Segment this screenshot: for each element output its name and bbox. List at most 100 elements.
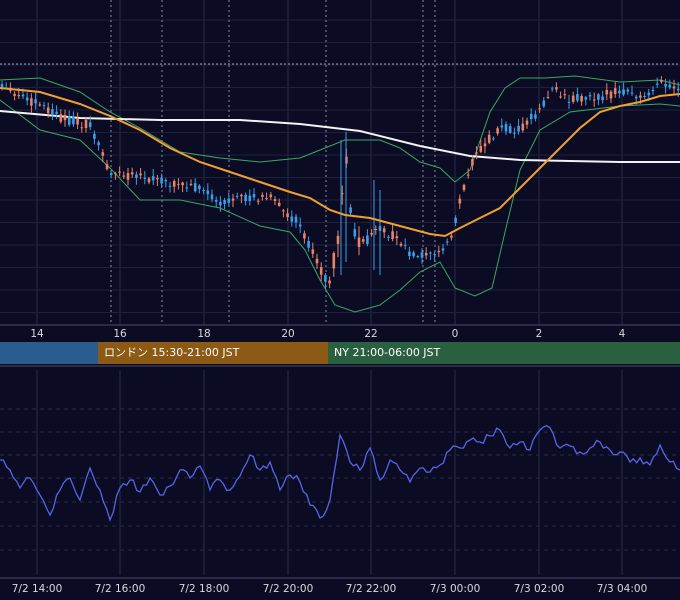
candle-body <box>534 114 537 119</box>
candle-body <box>93 133 96 139</box>
candle-body <box>210 194 214 200</box>
candle-body <box>235 195 239 197</box>
candle-body <box>151 176 155 181</box>
candle-body <box>118 171 121 173</box>
candle-body <box>408 251 411 256</box>
candle-body <box>433 253 436 255</box>
candle-body <box>311 249 315 254</box>
candle-body <box>655 83 659 85</box>
candle-body <box>571 95 575 102</box>
candle-body <box>227 198 231 203</box>
candle-body <box>395 236 399 239</box>
candle-body <box>542 100 546 107</box>
candle-body <box>126 173 130 180</box>
candle-body <box>630 92 634 94</box>
candle-body <box>458 198 462 204</box>
candle-body <box>185 187 189 189</box>
candle-body <box>651 89 655 92</box>
candle-body <box>462 184 466 191</box>
candle-body <box>605 89 609 95</box>
candle-body <box>538 108 541 110</box>
candle-body <box>80 127 84 129</box>
candle-body <box>160 177 163 184</box>
x-tick-label: 0 <box>451 328 459 340</box>
candle-body <box>454 217 457 223</box>
candle-body <box>21 94 25 97</box>
candle-body <box>332 253 336 269</box>
candle-body <box>109 173 113 176</box>
candle-body <box>357 237 361 247</box>
candle-body <box>580 95 583 102</box>
candle-body <box>601 96 604 101</box>
candle-body <box>559 96 562 98</box>
candle-body <box>399 243 403 246</box>
candle-body <box>76 118 79 125</box>
candle-body <box>177 183 180 185</box>
candle-body <box>647 92 651 96</box>
candle-body <box>353 229 357 237</box>
candle-body <box>294 216 298 223</box>
candle-body <box>122 175 126 177</box>
candle-body <box>513 132 516 134</box>
candle-body <box>219 201 222 206</box>
x-tick-label: 4 <box>618 328 626 340</box>
candle-body <box>290 216 294 222</box>
candle-body <box>412 252 415 257</box>
session-bar-london: ロンドン 15:30-21:00 JST <box>98 342 328 364</box>
candle-body <box>441 248 445 251</box>
candle-body <box>639 95 642 98</box>
candle-body <box>214 200 218 202</box>
candle-body <box>17 95 21 97</box>
candle-body <box>286 213 289 218</box>
candle-body <box>496 128 499 134</box>
candle-body <box>130 172 134 175</box>
candle-body <box>84 119 88 129</box>
candle-body <box>277 202 281 206</box>
candle-body <box>88 122 92 127</box>
candle-body <box>567 101 571 103</box>
candle-body <box>487 134 491 143</box>
bollinger-upper-band <box>0 75 680 183</box>
candle-body <box>34 99 37 104</box>
candle-body <box>622 89 625 95</box>
candle-body <box>420 252 424 258</box>
x-tick-label: 7/2 22:00 <box>345 583 397 595</box>
candle-body <box>391 231 394 239</box>
x-tick-label: 14 <box>30 328 44 340</box>
candle-body <box>231 198 235 201</box>
candle-body <box>273 199 277 201</box>
candle-body <box>416 256 420 258</box>
candle-body <box>613 88 617 94</box>
candle-body <box>370 233 373 235</box>
candle-body <box>546 97 550 99</box>
candle-body <box>189 183 193 185</box>
candle-body <box>445 241 449 243</box>
candle-body <box>508 126 512 133</box>
x-tick-label: 18 <box>197 328 211 340</box>
bollinger-lower-band <box>0 99 680 313</box>
candle-body <box>63 114 67 121</box>
candle-body <box>525 120 529 125</box>
candle-body <box>143 177 147 179</box>
candle-body <box>172 181 176 187</box>
candle-body <box>72 116 75 125</box>
x-tick-label: 7/3 04:00 <box>596 583 648 595</box>
candle-body <box>46 107 50 114</box>
moving-average-short <box>0 87 680 238</box>
x-tick-label: 7/2 20:00 <box>262 583 314 595</box>
candle-body <box>475 152 478 154</box>
candle-body <box>265 198 268 200</box>
candle-body <box>42 105 46 107</box>
candle-body <box>252 193 256 198</box>
candle-body <box>424 252 428 256</box>
candle-body <box>25 97 29 101</box>
candle-body <box>105 164 109 170</box>
candle-body <box>38 104 42 106</box>
x-tick-label: 7/2 14:00 <box>11 583 63 595</box>
session-bar-ny: NY 21:00-06:00 JST <box>328 342 680 364</box>
candle-body <box>147 178 151 183</box>
candle-body <box>114 173 117 175</box>
candle-body <box>135 174 138 178</box>
candle-body <box>479 145 483 152</box>
